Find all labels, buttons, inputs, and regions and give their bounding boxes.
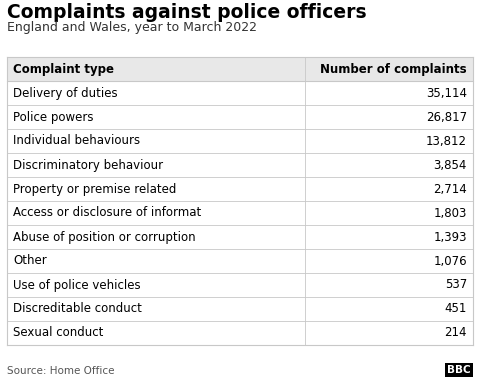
Text: Source: Home Office: Source: Home Office (7, 366, 115, 376)
Bar (445, 363, 473, 377)
Text: Delivery of duties: Delivery of duties (13, 87, 118, 99)
Bar (7, 201, 473, 225)
Bar (7, 273, 473, 297)
Text: Abuse of position or corruption: Abuse of position or corruption (13, 231, 196, 243)
Bar (7, 57, 473, 81)
Text: Discreditable conduct: Discreditable conduct (13, 303, 142, 315)
Text: Complaints against police officers: Complaints against police officers (7, 3, 367, 22)
Bar (7, 249, 473, 273)
Text: 3,854: 3,854 (433, 159, 467, 171)
Text: 2,714: 2,714 (433, 183, 467, 195)
Text: 1,803: 1,803 (433, 207, 467, 219)
Bar (7, 129, 473, 153)
Text: BBC: BBC (447, 365, 471, 375)
Text: England and Wales, year to March 2022: England and Wales, year to March 2022 (7, 21, 257, 34)
Text: Access or disclosure of informat: Access or disclosure of informat (13, 207, 201, 219)
Text: 13,812: 13,812 (426, 135, 467, 147)
Bar (7, 321, 473, 345)
Text: Other: Other (13, 255, 47, 267)
Text: Individual behaviours: Individual behaviours (13, 135, 140, 147)
Text: 537: 537 (445, 279, 467, 291)
Text: Discriminatory behaviour: Discriminatory behaviour (13, 159, 163, 171)
Bar (7, 225, 473, 249)
Text: Use of police vehicles: Use of police vehicles (13, 279, 141, 291)
Bar (7, 177, 473, 201)
Text: 26,817: 26,817 (426, 111, 467, 123)
Text: 1,076: 1,076 (433, 255, 467, 267)
Text: 451: 451 (444, 303, 467, 315)
Bar (7, 105, 473, 129)
Text: Sexual conduct: Sexual conduct (13, 327, 103, 339)
Text: Property or premise related: Property or premise related (13, 183, 176, 195)
Bar (7, 297, 473, 321)
Text: 214: 214 (444, 327, 467, 339)
Bar (7, 153, 473, 177)
Text: Police powers: Police powers (13, 111, 94, 123)
Text: Number of complaints: Number of complaints (320, 62, 467, 75)
Text: 1,393: 1,393 (433, 231, 467, 243)
Text: 35,114: 35,114 (426, 87, 467, 99)
Bar (7, 81, 473, 105)
Text: Complaint type: Complaint type (13, 62, 114, 75)
